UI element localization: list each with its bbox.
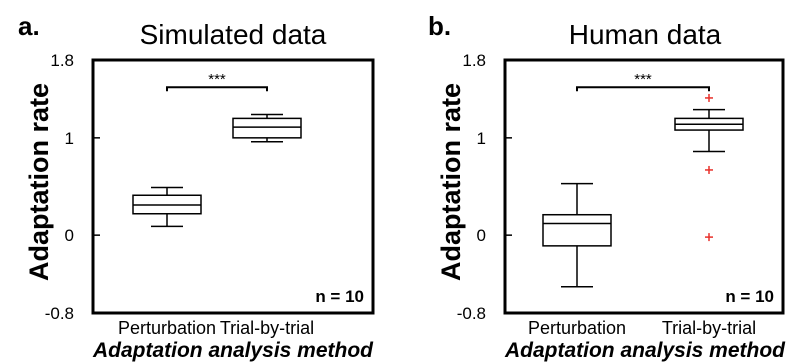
significance-bracket (576, 86, 710, 92)
significance-stars: *** (634, 71, 652, 88)
x-category-label: Trial-by-trial (220, 318, 314, 338)
x-category-label: Perturbation (118, 318, 216, 338)
y-tick-label: 1.8 (50, 51, 74, 70)
x-category-label: Perturbation (528, 318, 626, 338)
panel-a-letter: a. (18, 11, 40, 41)
y-tick-label: -0.8 (45, 304, 74, 323)
box-2 (232, 113, 302, 143)
significance-stars: *** (208, 71, 226, 88)
y-tick-label: 0 (477, 226, 486, 245)
panel-b-y-ticks: 1.8 1 0 -0.8 (457, 51, 512, 323)
y-tick-label: -0.8 (457, 304, 486, 323)
box-1 (542, 182, 612, 288)
x-category-label: Trial-by-trial (662, 318, 756, 338)
panel-b-plot-area (503, 58, 785, 315)
panel-a-title: Simulated data (140, 19, 327, 50)
panel-a-significance: *** (166, 71, 268, 92)
box-1 (132, 186, 202, 228)
y-tick-label: 1 (65, 129, 74, 148)
significance-bracket (166, 86, 268, 92)
box-2 (674, 93, 744, 242)
panel-a-x-axis-label: Adaptation analysis method (92, 339, 374, 362)
panel-b-x-axis-label: Adaptation analysis method (504, 339, 786, 362)
panel-a-y-ticks: 1.8 1 0 -0.8 (45, 51, 100, 323)
panel-b-significance: *** (576, 71, 710, 92)
y-tick-label: 0 (65, 226, 74, 245)
panel-b-n-label: n = 10 (725, 287, 774, 306)
panel-b-y-axis-label: Adaptation rate (436, 83, 466, 281)
panel-b-categories: Perturbation Trial-by-trial (528, 318, 756, 338)
panel-a-y-axis-label: Adaptation rate (24, 83, 54, 281)
panel-a-n-label: n = 10 (315, 287, 364, 306)
y-tick-label: 1 (477, 129, 486, 148)
panel-a-boxes (132, 113, 302, 228)
panel-a: a. Simulated data Adaptation rate 1.8 1 0 -… (18, 11, 375, 362)
interquartile-box (232, 117, 302, 139)
outlier-marker (705, 165, 713, 174)
panel-b-boxes (542, 93, 744, 288)
panel-b-title: Human data (569, 19, 722, 50)
outlier-marker (705, 93, 713, 102)
interquartile-box (542, 213, 612, 247)
y-tick-label: 1.8 (462, 51, 486, 70)
panel-b: b. Human data Adaptation rate 1.810-0.8 … (428, 11, 786, 362)
panel-a-plot-area (91, 58, 375, 315)
panel-b-letter: b. (428, 11, 451, 41)
panel-a-categories: Perturbation Trial-by-trial (118, 318, 314, 338)
outlier-marker (705, 233, 713, 242)
